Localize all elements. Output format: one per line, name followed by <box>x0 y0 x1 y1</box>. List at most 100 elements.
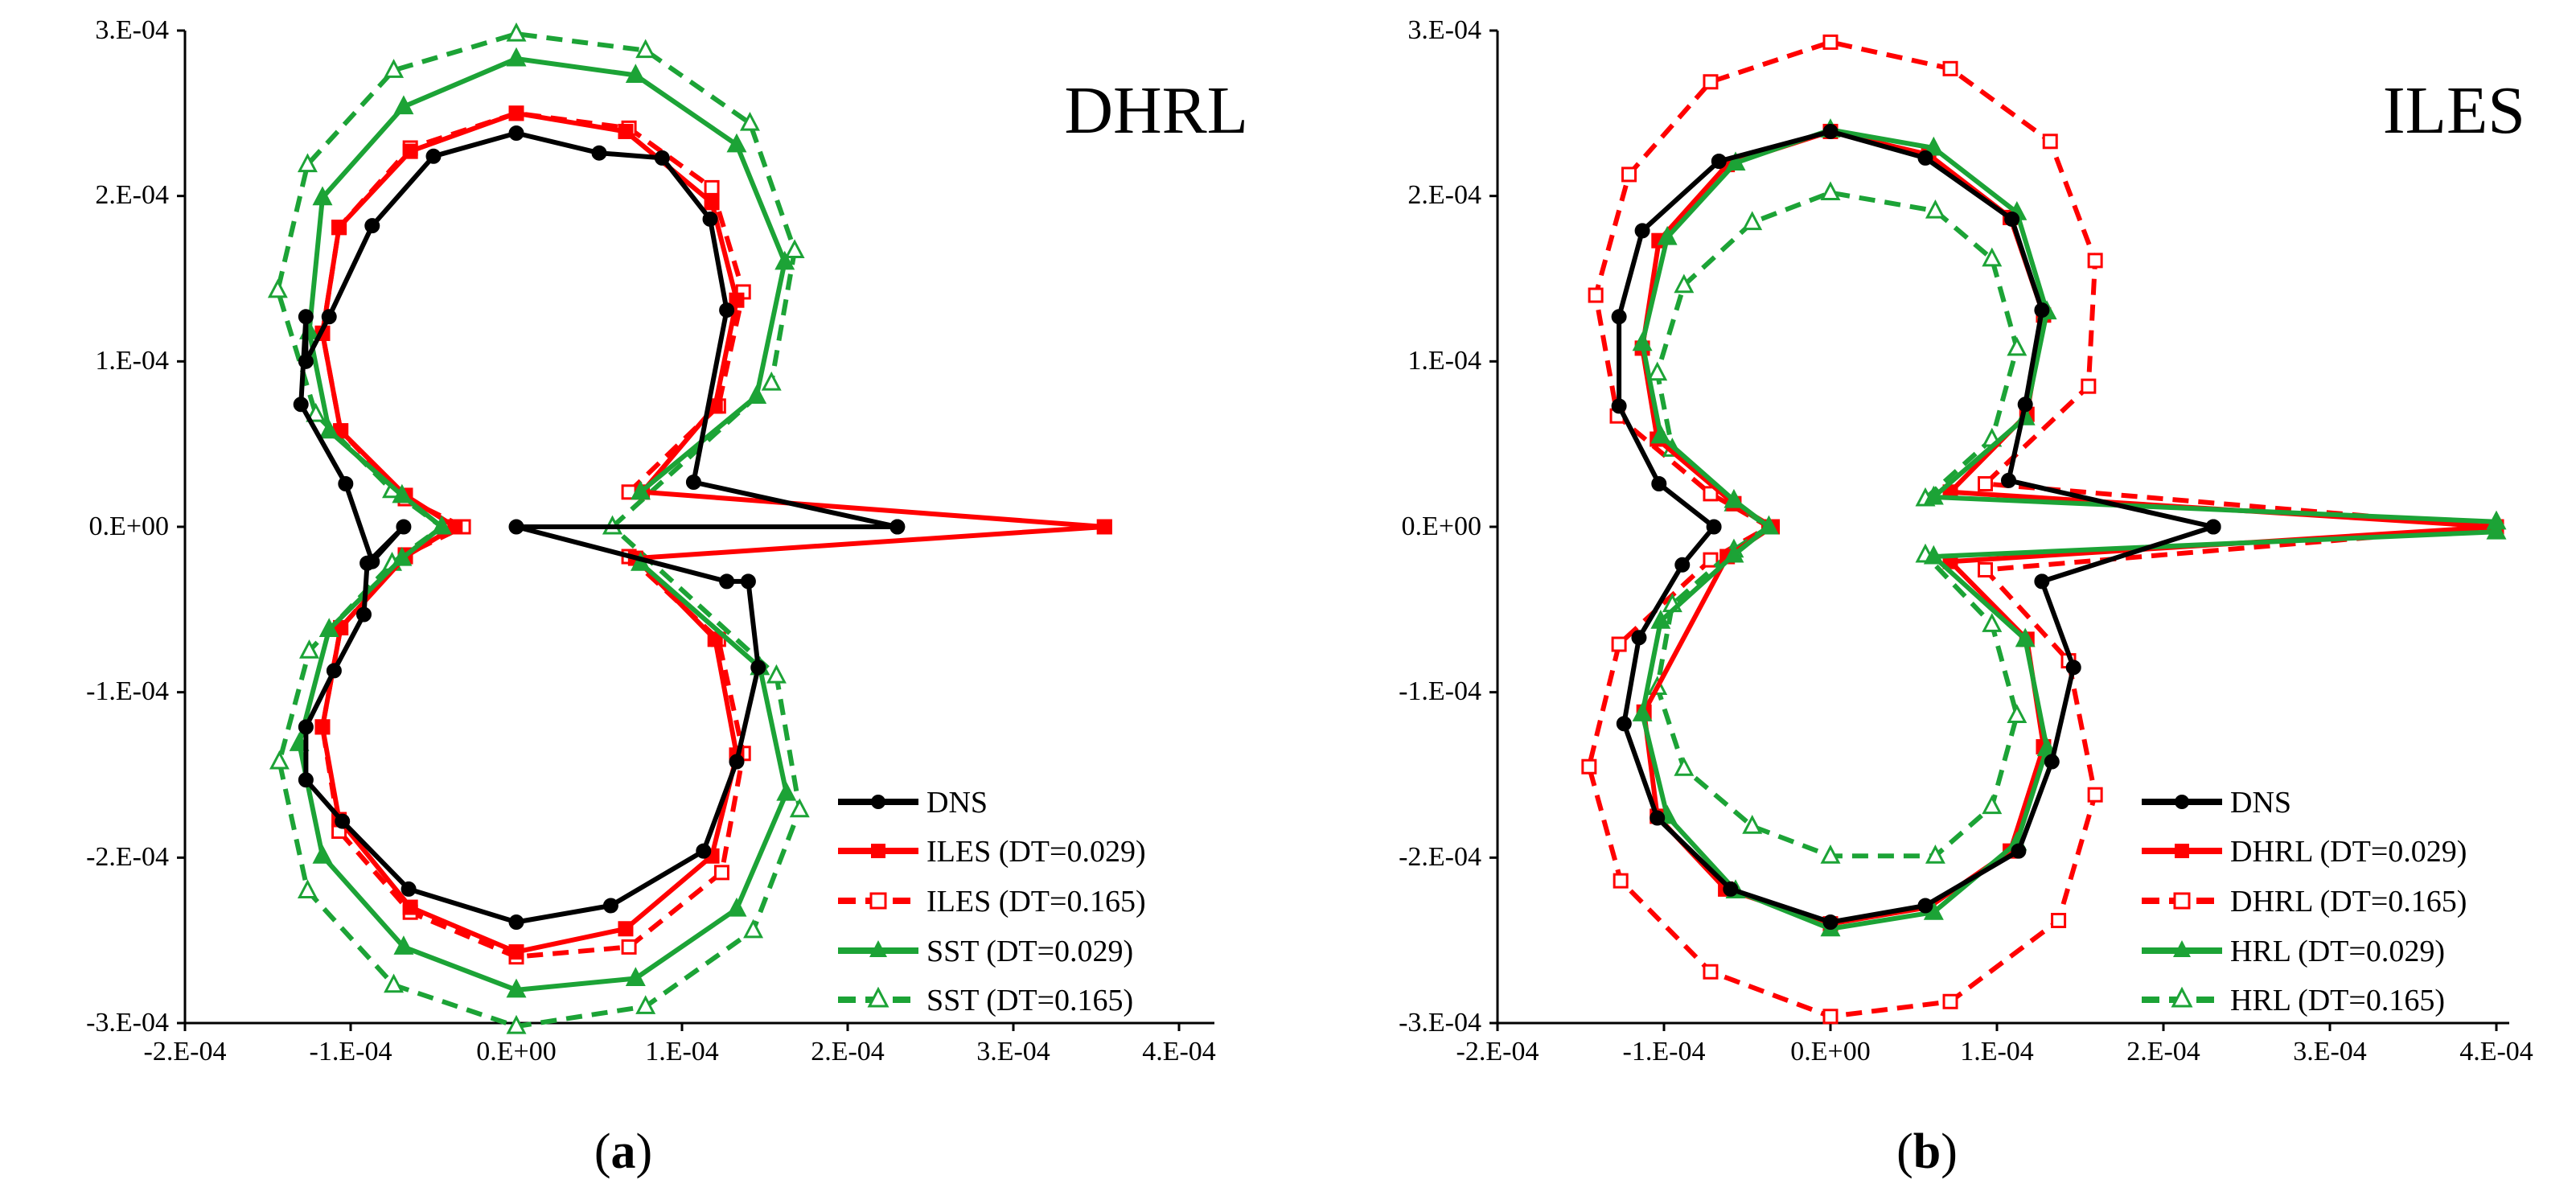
data-point <box>1923 545 1944 565</box>
data-point <box>506 22 527 42</box>
data-point <box>1631 630 1647 646</box>
data-point <box>508 944 524 960</box>
data-point <box>1758 515 1779 535</box>
data-point <box>1651 476 1667 492</box>
legend-marker-sst-165 <box>867 986 889 1008</box>
panel-a-caption: (a) <box>594 1124 652 1179</box>
data-point <box>654 150 670 166</box>
data-point <box>1917 898 1933 914</box>
data-point <box>761 371 782 391</box>
legend-label: ILES (DT=0.029) <box>926 835 1146 869</box>
data-point <box>1923 136 1944 156</box>
data-point <box>740 573 756 590</box>
data-point <box>1650 810 1666 826</box>
data-point <box>335 813 351 829</box>
panel-a-y-tick-label: -2.E-04 <box>86 842 169 872</box>
panel-b-x-tick-label: 3.E-04 <box>2293 1037 2367 1066</box>
data-point <box>729 754 745 770</box>
panel-b-x-tick-label: 4.E-04 <box>2459 1037 2533 1066</box>
data-point <box>1742 211 1763 231</box>
data-point <box>1611 398 1627 414</box>
data-point <box>355 606 372 623</box>
data-point <box>2486 520 2507 540</box>
data-point <box>267 278 288 298</box>
data-point <box>447 519 463 535</box>
data-point <box>1647 361 1668 381</box>
legend-marker-dhrl-165 <box>2173 892 2191 910</box>
data-point <box>1978 476 1994 492</box>
data-point <box>1822 34 1839 50</box>
data-point <box>1822 1009 1839 1025</box>
legend-item: DNS <box>838 786 988 820</box>
legend-label: DNS <box>926 786 988 820</box>
data-point <box>364 218 380 234</box>
data-point <box>746 384 767 405</box>
data-point <box>2087 787 2103 803</box>
panel-a-x-tick-label: -1.E-04 <box>310 1037 392 1066</box>
data-point <box>2015 627 2036 647</box>
data-point <box>506 47 527 67</box>
data-point <box>1611 636 1627 652</box>
panel-b-x-tick-label: -1.E-04 <box>1623 1037 1706 1066</box>
legend-label: HRL (DT=0.165) <box>2230 984 2445 1017</box>
data-point <box>1703 74 1719 90</box>
data-point <box>508 914 524 931</box>
data-point <box>704 179 720 195</box>
data-point <box>726 897 747 917</box>
legend-marker-iles-165 <box>869 892 887 910</box>
data-point <box>1982 613 2003 632</box>
data-point <box>2036 737 2057 757</box>
data-point <box>306 402 327 422</box>
panel-a-x-tick-label: 2.E-04 <box>811 1037 885 1066</box>
panel-b-x-tick-label: -2.E-04 <box>1456 1037 1539 1066</box>
data-point <box>635 39 656 59</box>
data-point <box>1820 181 1841 201</box>
panel-b-x-tick-label: 0.E+00 <box>1790 1037 1870 1066</box>
legend-label: SST (DT=0.165) <box>926 984 1133 1017</box>
data-point <box>631 480 651 500</box>
data-point <box>719 302 735 318</box>
data-point <box>726 133 747 153</box>
data-point <box>1711 153 1727 169</box>
data-point <box>1674 273 1695 294</box>
data-point <box>314 719 331 735</box>
data-point <box>396 519 412 535</box>
data-point <box>297 153 318 173</box>
data-point <box>393 935 414 955</box>
data-point <box>269 750 290 770</box>
data-point <box>1723 543 1744 563</box>
data-point <box>618 921 634 937</box>
data-point <box>1613 873 1629 889</box>
panel-a-y-tick-label: -1.E-04 <box>86 676 169 706</box>
panel-a: 3.E-04 2.E-04 1.E-04 0.E+00 -1.E-04 -2.E… <box>86 15 1248 1179</box>
legend-marker-dns <box>2175 795 2189 809</box>
panel-a-x-tick-label: -2.E-04 <box>144 1037 227 1066</box>
data-point <box>1725 151 1746 171</box>
data-point <box>298 719 314 735</box>
data-point <box>384 973 405 993</box>
data-point <box>625 64 646 84</box>
data-point <box>2034 573 2050 590</box>
panel-a-y-tick-label: 3.E-04 <box>95 15 169 45</box>
data-point <box>508 125 524 142</box>
data-point <box>1706 519 1722 535</box>
series-sst-dt-0-029 <box>289 47 797 998</box>
legend-marker-dns <box>871 795 885 809</box>
data-point <box>1923 485 1944 505</box>
panel-b-series <box>1581 34 2507 1025</box>
data-point <box>1581 758 1597 775</box>
panel-b: 3.E-04 2.E-04 1.E-04 0.E+00 -1.E-04 -2.E… <box>1399 15 2533 1179</box>
data-point <box>2042 134 2058 150</box>
data-point <box>2081 378 2097 394</box>
panel-a-series <box>267 22 1112 1034</box>
data-point <box>1982 247 2003 267</box>
data-point <box>889 519 906 535</box>
data-point <box>696 843 712 859</box>
legend-item: DHRL (DT=0.029) <box>2142 835 2467 869</box>
data-point <box>1632 331 1653 351</box>
data-point <box>508 105 524 121</box>
data-point <box>1588 287 1604 303</box>
series-iles-dt-0-029 <box>314 105 1112 960</box>
legend-item: HRL (DT=0.029) <box>2142 935 2445 968</box>
data-point <box>2051 912 2067 928</box>
